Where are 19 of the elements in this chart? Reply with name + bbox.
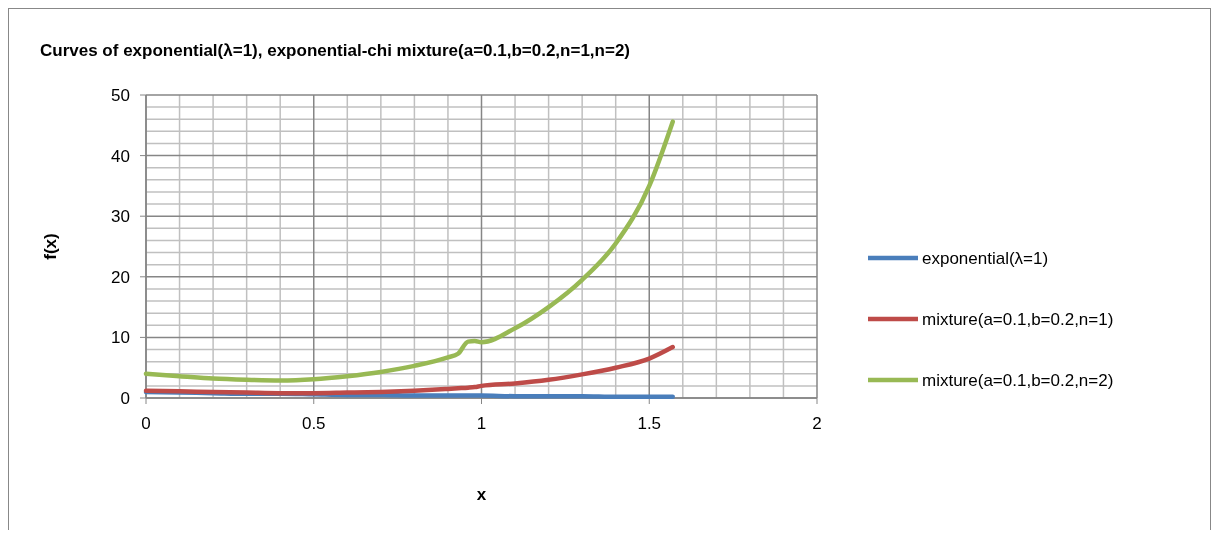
y-tick-label: 10 — [111, 328, 130, 348]
line-series — [143, 119, 675, 383]
legend-label: mixture(a=0.1,b=0.2,n=2) — [922, 371, 1114, 390]
legend-label: mixture(a=0.1,b=0.2,n=1) — [922, 310, 1114, 329]
x-tick-label: 0.5 — [301, 414, 326, 433]
x-tick-label: 2 — [812, 414, 822, 433]
y-tick-label: 40 — [111, 146, 130, 166]
x-tick-label: 0 — [141, 414, 151, 433]
y-tick-label: 50 — [111, 86, 130, 105]
legend-label: exponential(λ=1) — [922, 249, 1049, 268]
x-tick-label: 1 — [476, 414, 487, 433]
x-axis-title: x — [476, 485, 487, 504]
x-tick-label: 1.5 — [637, 414, 662, 433]
y-tick-label: 0 — [120, 389, 130, 408]
line-series — [143, 344, 675, 396]
y-axis-title: f(x) — [41, 233, 60, 260]
y-tick-label: 20 — [111, 267, 130, 287]
y-tick-label: 30 — [111, 207, 130, 227]
chart-title: Curves of exponential(λ=1), exponential-chi mixture(a=0.1,b=0.2,n=1,n=2) — [40, 41, 631, 60]
